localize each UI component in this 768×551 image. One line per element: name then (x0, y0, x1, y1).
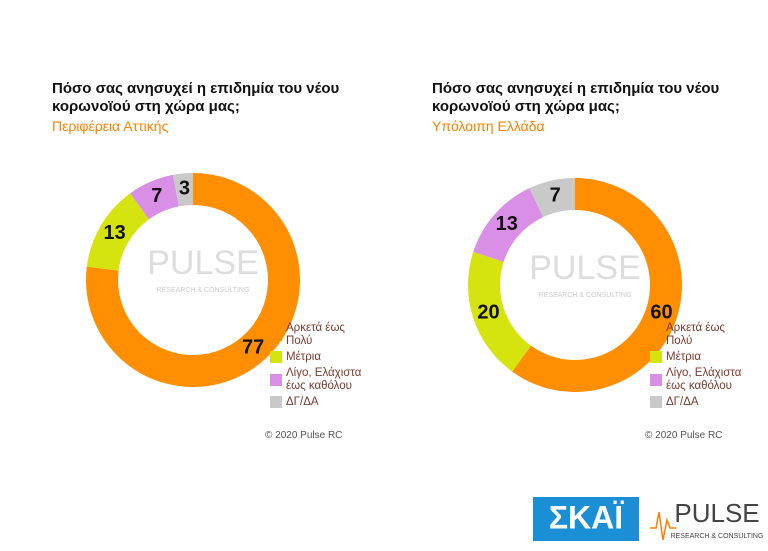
data-label: 77 (242, 337, 264, 359)
data-label: 13 (496, 213, 518, 235)
watermark-tagline: RESEARCH & CONSULTING (157, 287, 250, 294)
legend-label: Αρκετά έως Πολύ (666, 322, 725, 347)
legend-swatch (650, 396, 662, 408)
donut-segment (473, 188, 544, 262)
legend-label: ΔΓ/ΔΑ (666, 396, 699, 408)
watermark-tagline: RESEARCH & CONSULTING (539, 292, 632, 299)
data-label: 60 (650, 301, 672, 323)
skai-logo: ΣΚΑΪ (549, 499, 624, 535)
legend-label: Αρκετά έως Πολύ (286, 322, 345, 347)
pulse-logo-tagline: RESEARCH & CONSULTING (671, 533, 764, 540)
donut-segment (172, 173, 193, 207)
chart-title: Πόσο σας ανησυχεί η επιδημία του νέου κο… (432, 80, 720, 115)
legend-swatch (270, 329, 282, 341)
legend-label: Λίγο, Ελάχιστα έως καθόλου (666, 367, 742, 392)
legend-swatch (270, 374, 282, 386)
legend-label: Λίγο, Ελάχιστα έως καθόλου (286, 367, 362, 392)
data-label: 13 (104, 222, 126, 244)
source: © 2020 Pulse RC (645, 430, 723, 441)
watermark: PULSE (147, 244, 259, 282)
donut-segment (467, 251, 531, 372)
source: © 2020 Pulse RC (265, 430, 343, 441)
donut-segment (529, 178, 575, 218)
chart-subtitle: Υπόλοιπη Ελλάδα (432, 118, 545, 134)
watermark: PULSE (529, 249, 641, 287)
pulse-logo: PULSE (674, 498, 759, 528)
legend-label: ΔΓ/ΔΑ (286, 396, 319, 408)
chart-title: Πόσο σας ανησυχεί η επιδημία του νέου κο… (52, 80, 340, 115)
donut-segment (512, 178, 682, 393)
donut-segment (130, 174, 179, 220)
legend-swatch (650, 329, 662, 341)
legend-label: Μέτρια (666, 351, 701, 363)
legend-swatch (650, 374, 662, 386)
legend-label: Μέτρια (286, 351, 321, 363)
chart-subtitle: Περιφέρεια Αττικής (52, 118, 169, 134)
legend-swatch (270, 351, 282, 363)
legend-swatch (650, 351, 662, 363)
donut-segment (86, 193, 149, 271)
data-label: 3 (179, 178, 190, 200)
donut-segment (85, 173, 300, 388)
data-label: 20 (477, 301, 499, 323)
data-label: 7 (151, 185, 162, 207)
data-label: 7 (550, 184, 561, 206)
pulse-logo-wave (650, 511, 676, 541)
skai-logo-box (533, 497, 639, 541)
legend-swatch (270, 396, 282, 408)
